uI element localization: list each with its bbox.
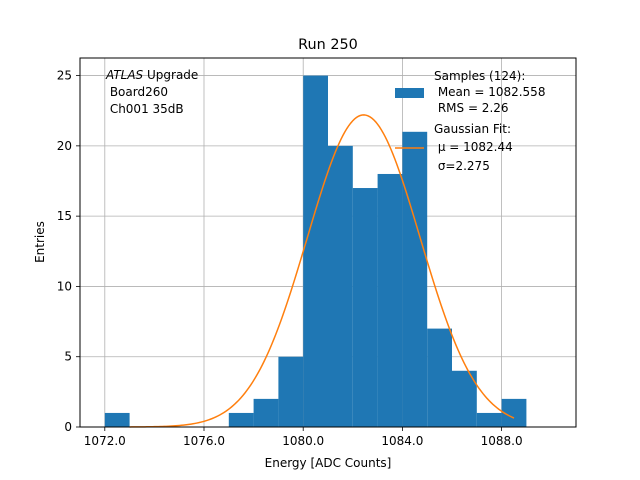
- annotation-line-1: ATLAS Upgrade: [105, 68, 198, 82]
- legend-hist-line-3: RMS = 2.26: [434, 101, 509, 115]
- histogram-bar: [278, 356, 304, 427]
- y-tick-label: 20: [57, 139, 72, 153]
- y-tick-label: 25: [57, 69, 72, 83]
- axis-ticks: 1072.0 1076.0 1080.0 1084.0 1088.0 0 5 10 15 20 25: [57, 69, 523, 448]
- legend-fit-line-2: μ = 1082.44: [434, 140, 513, 154]
- histogram-bar: [452, 370, 477, 427]
- annotation-line-2: Board260: [106, 85, 168, 99]
- histogram-bar: [328, 145, 353, 427]
- y-tick-label: 5: [64, 350, 72, 364]
- axes-frame: [79, 57, 577, 428]
- x-tick-label: 1076.0: [183, 434, 225, 448]
- histogram-bar: [501, 398, 527, 427]
- gaussian-fit-layer: [129, 114, 515, 428]
- annotation-line-3: Ch001 35dB: [106, 102, 184, 116]
- x-tick-label: 1088.0: [481, 434, 523, 448]
- legend: Samples (124): Mean = 1082.558 RMS = 2.2…: [395, 69, 545, 173]
- legend-hist-line-1: Samples (124):: [434, 69, 525, 83]
- legend-fit-line-3: σ=2.275: [434, 159, 490, 173]
- histogram-bar: [104, 412, 130, 427]
- chart-title: Run 250: [298, 37, 358, 53]
- histogram-bar: [228, 412, 254, 427]
- histogram-bar: [427, 328, 452, 427]
- annotation-atlas: ATLAS: [105, 68, 144, 82]
- histogram-bar: [377, 173, 403, 427]
- gaussian-fit-curve: [129, 114, 515, 428]
- x-tick-label: 1084.0: [381, 434, 423, 448]
- y-tick-label: 15: [57, 209, 72, 223]
- legend-hist-swatch: [395, 88, 424, 98]
- histogram-bar: [253, 398, 279, 427]
- legend-fit-line-1: Gaussian Fit:: [434, 122, 511, 136]
- x-tick-label: 1080.0: [282, 434, 324, 448]
- histogram-bar: [303, 75, 328, 428]
- y-axis-label: Entries: [33, 221, 47, 263]
- atlas-annotation: ATLAS Upgrade Board260 Ch001 35dB: [105, 68, 198, 116]
- histogram-bar: [352, 188, 378, 427]
- histogram-bars: [104, 75, 527, 428]
- legend-hist-line-2: Mean = 1082.558: [434, 85, 545, 99]
- y-tick-label: 0: [64, 420, 72, 434]
- annotation-upgrade: Upgrade: [143, 68, 198, 82]
- x-axis-label: Energy [ADC Counts]: [265, 456, 392, 470]
- histogram-bar: [402, 131, 428, 428]
- x-tick-label: 1072.0: [84, 434, 126, 448]
- histogram-bar: [476, 412, 502, 427]
- y-tick-label: 10: [57, 279, 72, 293]
